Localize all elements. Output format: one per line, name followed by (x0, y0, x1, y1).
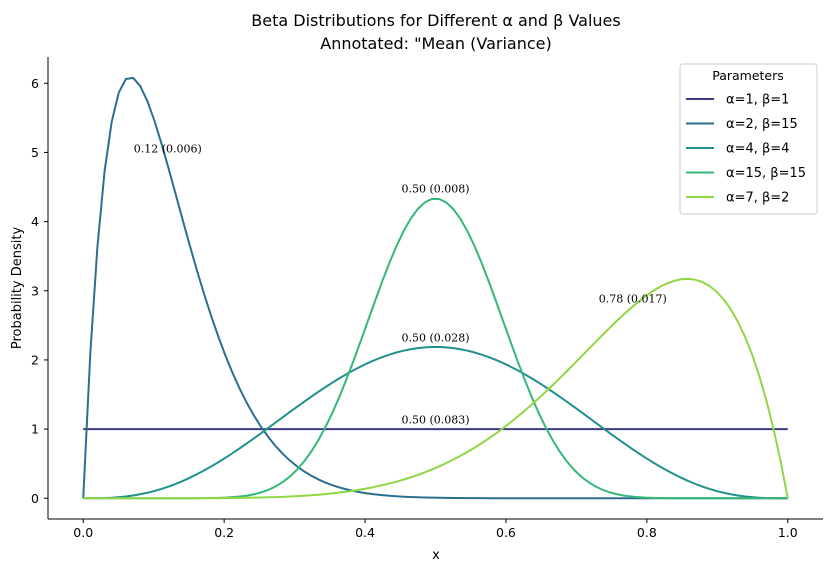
y-tick-label: 2 (31, 352, 39, 367)
legend-label-2: α=2, β=15 (726, 117, 798, 132)
y-tick-label: 4 (31, 214, 39, 229)
legend-label-1: α=1, β=1 (726, 93, 789, 108)
legend-label-3: α=4, β=4 (726, 142, 789, 157)
annotation-1: 0.50 (0.083) (401, 414, 469, 427)
series-line-3 (83, 346, 788, 500)
legend-label-5: α=7, β=2 (726, 191, 789, 206)
annotation-5: 0.78 (0.017) (599, 293, 667, 306)
series-line-5 (83, 277, 789, 500)
x-tick-label: 0.8 (637, 525, 657, 540)
annotation-4: 0.50 (0.008) (401, 183, 469, 196)
x-axis-ticks: 0.0 0.2 0.4 0.6 0.8 1.0 (73, 519, 798, 540)
x-tick-label: 0.2 (214, 525, 234, 540)
x-axis-label: x (432, 548, 440, 563)
y-tick-label: 3 (31, 283, 39, 298)
y-tick-label: 5 (31, 145, 39, 160)
annotations: 0.50 (0.083) 0.12 (0.006) 0.50 (0.028) 0.50… (134, 142, 667, 426)
y-tick-label: 1 (31, 422, 39, 437)
chart-title-line1: Beta Distributions for Different α and β… (251, 11, 620, 30)
y-tick-label: 0 (31, 491, 39, 506)
annotation-3: 0.50 (0.028) (401, 331, 469, 344)
x-tick-label: 0.6 (496, 525, 516, 540)
legend: Parameters α=1, β=1 α=2, β=15 α=4, β=4 α=15… (679, 63, 818, 215)
x-tick-label: 0.0 (73, 525, 93, 540)
y-tick-label: 6 (31, 76, 39, 91)
legend-title: Parameters (712, 68, 784, 83)
y-axis-label: Probability Density (10, 227, 25, 350)
chart-title-line2: Annotated: "Mean (Variance) (320, 34, 551, 53)
legend-frame (679, 63, 818, 215)
plot-area (82, 76, 789, 500)
annotation-2: 0.12 (0.006) (134, 142, 202, 155)
y-axis-ticks: 0 1 2 3 4 5 6 (31, 76, 48, 506)
x-tick-label: 1.0 (778, 525, 798, 540)
legend-label-4: α=15, β=15 (726, 166, 806, 181)
x-tick-label: 0.4 (355, 525, 375, 540)
